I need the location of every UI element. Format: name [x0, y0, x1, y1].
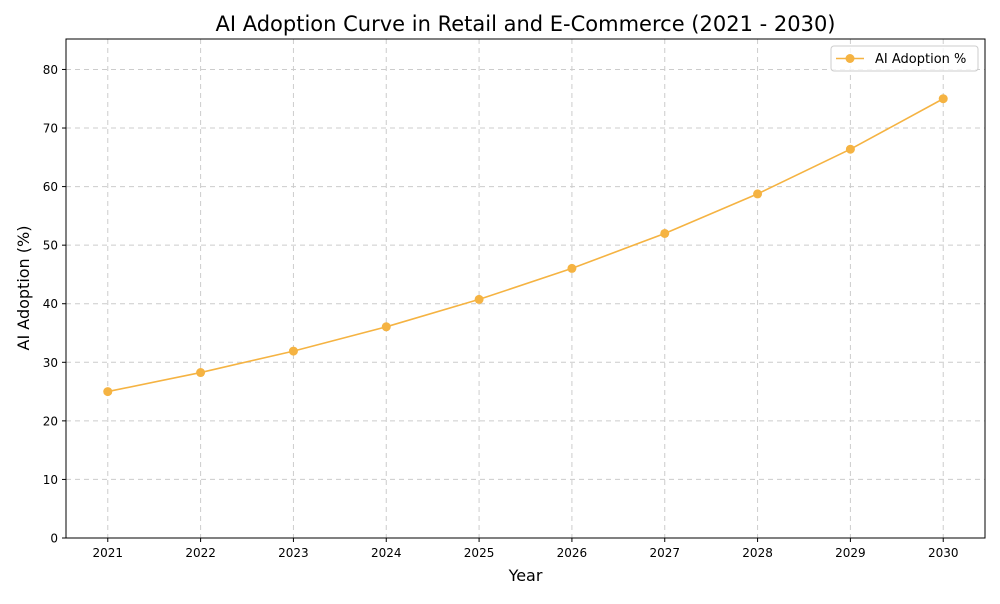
y-tick-label: 30 — [43, 356, 58, 370]
x-tick-label: 2023 — [278, 546, 309, 560]
data-point — [660, 228, 670, 238]
data-point — [474, 294, 484, 304]
x-tick-label: 2029 — [835, 546, 866, 560]
series-layer — [103, 94, 948, 397]
y-tick-label: 60 — [43, 180, 58, 194]
y-tick-label: 40 — [43, 297, 58, 311]
series-line — [107, 98, 944, 393]
data-point — [196, 368, 206, 378]
axis-ticks: 2021 2022 2023 2024 2025 2026 2027 2028 2029 2030… — [43, 63, 959, 560]
legend-box — [830, 45, 979, 72]
chart-title: AI Adoption Curve in Retail and E-Commer… — [216, 12, 836, 36]
x-tick-label: 2024 — [371, 546, 402, 560]
y-tick-label: 80 — [43, 63, 58, 77]
x-tick-label: 2027 — [649, 546, 680, 560]
data-point — [103, 387, 113, 397]
data-point — [938, 94, 948, 104]
y-axis-label: AI Adoption (%) — [14, 226, 33, 351]
data-point — [753, 189, 763, 199]
y-tick-label: 0 — [50, 532, 58, 546]
x-tick-label: 2022 — [185, 546, 216, 560]
y-tick-label: 50 — [43, 239, 58, 253]
data-point — [381, 322, 391, 332]
y-tick-label: 70 — [43, 122, 58, 136]
y-tick-label: 10 — [43, 473, 58, 487]
x-tick-label: 2025 — [464, 546, 495, 560]
plot-frame — [65, 38, 986, 539]
x-tick-label: 2021 — [92, 546, 123, 560]
x-axis-label: Year — [508, 566, 543, 585]
x-tick-label: 2030 — [928, 546, 959, 560]
data-point — [567, 263, 577, 273]
grid — [66, 39, 985, 539]
x-tick-label: 2028 — [742, 546, 773, 560]
data-point — [845, 144, 855, 154]
legend-label: AI Adoption % — [875, 52, 966, 67]
legend: AI Adoption % — [830, 45, 979, 72]
legend-marker-swatch — [845, 54, 855, 63]
y-tick-label: 20 — [43, 414, 58, 428]
x-tick-label: 2026 — [557, 546, 588, 560]
data-point — [288, 346, 298, 356]
